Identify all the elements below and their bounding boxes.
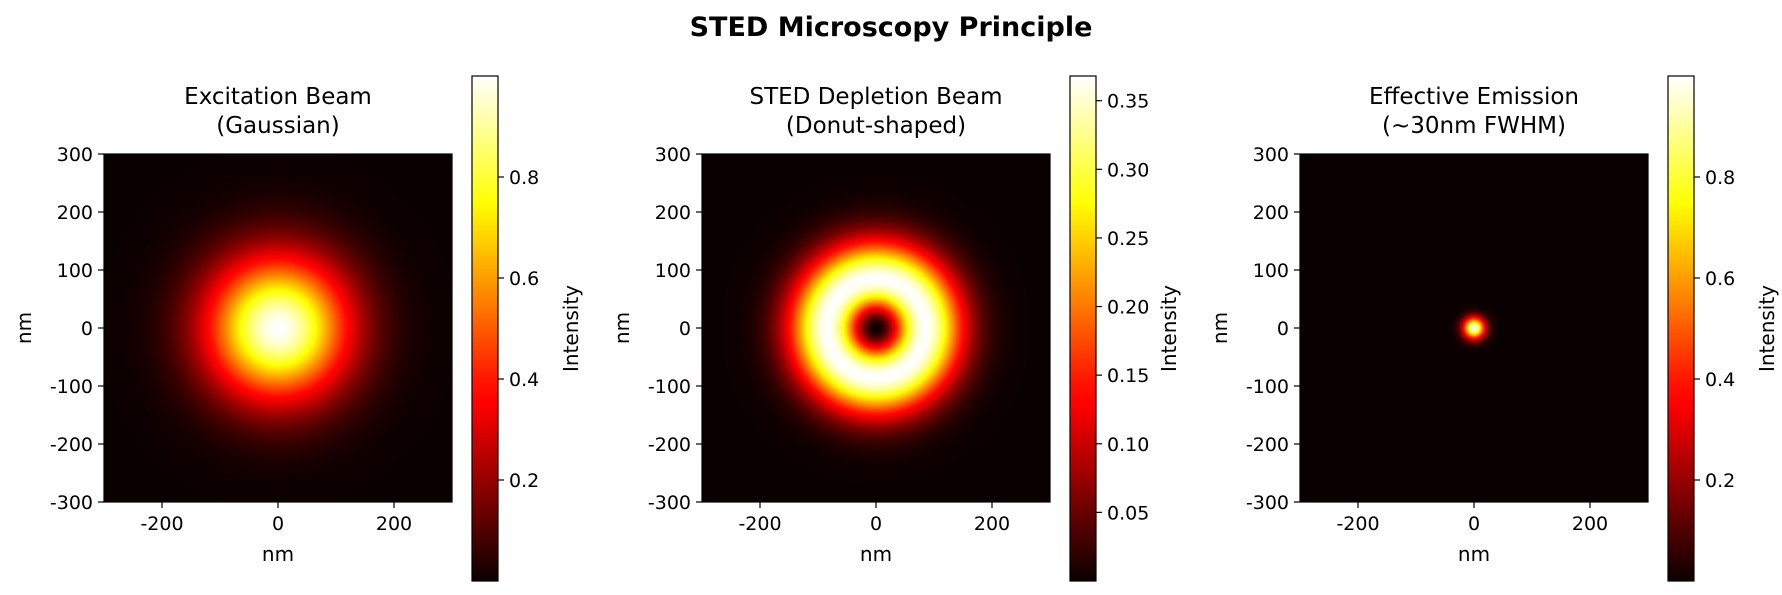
y-tick-label: -200: [50, 434, 93, 456]
x-tick-label: 0: [870, 513, 882, 535]
x-tick-label: -200: [738, 513, 781, 535]
colorbar-tick-label: 0.2: [1705, 470, 1735, 492]
y-tick-label: -200: [1246, 434, 1289, 456]
x-tick-label: -200: [140, 513, 183, 535]
y-tick-label: -300: [50, 492, 93, 514]
x-tick-label: 200: [1572, 513, 1608, 535]
x-axis-label: nm: [1458, 542, 1490, 566]
colorbar-tick-label: 0.8: [509, 167, 539, 189]
y-tick-label: -100: [648, 376, 691, 398]
y-tick-label: -100: [50, 376, 93, 398]
colorbar-tick-label: 0.4: [1705, 369, 1735, 391]
x-axis-label: nm: [262, 542, 294, 566]
colorbar-label: Intensity: [1755, 285, 1779, 372]
y-tick-label: -300: [648, 492, 691, 514]
colorbar-tick-label: 0.10: [1107, 434, 1149, 456]
panel-title: STED Depletion Beam (Donut-shaped): [750, 84, 1003, 139]
panel-title-line: Effective Emission: [1369, 84, 1579, 110]
y-tick-label: -100: [1246, 376, 1289, 398]
panels: Excitation Beam (Gaussian) -200 0 200 300 200 1…: [12, 75, 1779, 582]
x-tick-label: 200: [974, 513, 1010, 535]
y-tick-label: 100: [655, 260, 691, 282]
colorbar-tick-label: 0.2: [509, 470, 539, 492]
panel-title-line: (~30nm FWHM): [1382, 113, 1566, 139]
panel-title: Effective Emission (~30nm FWHM): [1369, 84, 1579, 139]
colorbar-frame: [1069, 75, 1097, 582]
colorbar-tick-label: 0.35: [1107, 91, 1149, 113]
y-tick-label: 300: [655, 144, 691, 166]
colorbar-tick-label: 0.15: [1107, 365, 1149, 387]
y-axis-label: nm: [610, 312, 634, 344]
colorbar-tick-label: 0.25: [1107, 228, 1149, 250]
panel-title-line: (Gaussian): [216, 113, 339, 139]
colorbar: [1668, 76, 1694, 581]
panel-3: Effective Emission (~30nm FWHM) -200 0 200 30…: [1208, 75, 1779, 582]
figure-title: STED Microscopy Principle: [690, 12, 1093, 43]
heatmap-image: [104, 154, 452, 502]
y-tick-label: 0: [679, 318, 691, 340]
x-axis-label: nm: [860, 542, 892, 566]
y-tick-label: -300: [1246, 492, 1289, 514]
colorbar: [1070, 76, 1096, 581]
colorbar-tick-label: 0.05: [1107, 502, 1149, 524]
colorbar-tick-label: 0.4: [509, 369, 539, 391]
panel-title: Excitation Beam (Gaussian): [184, 84, 372, 139]
y-axis-label: nm: [12, 312, 36, 344]
y-tick-label: -200: [648, 434, 691, 456]
colorbar-tick-label: 0.8: [1705, 167, 1735, 189]
y-tick-label: 0: [81, 318, 93, 340]
heatmap-image: [1300, 154, 1648, 502]
x-tick-label: 0: [272, 513, 284, 535]
x-tick-label: 0: [1468, 513, 1480, 535]
colorbar-frame: [1667, 75, 1695, 582]
panel-title-line: STED Depletion Beam: [750, 84, 1003, 110]
colorbar-tick-label: 0.6: [509, 268, 539, 290]
heatmap-image: [702, 154, 1050, 502]
y-tick-label: 0: [1277, 318, 1289, 340]
y-tick-label: 100: [57, 260, 93, 282]
y-tick-label: 200: [655, 202, 691, 224]
y-tick-label: 200: [1253, 202, 1289, 224]
panel-1: Excitation Beam (Gaussian) -200 0 200 300 200 1…: [12, 75, 583, 582]
y-tick-label: 300: [1253, 144, 1289, 166]
x-tick-label: -200: [1336, 513, 1379, 535]
colorbar-tick-label: 0.20: [1107, 297, 1149, 319]
y-axis-label: nm: [1208, 312, 1232, 344]
x-tick-label: 200: [376, 513, 412, 535]
panel-title-line: (Donut-shaped): [786, 113, 966, 139]
y-tick-label: 200: [57, 202, 93, 224]
panel-2: STED Depletion Beam (Donut-shaped) -200 0 20…: [610, 75, 1181, 582]
colorbar-tick-label: 0.30: [1107, 159, 1149, 181]
y-tick-label: 100: [1253, 260, 1289, 282]
y-tick-label: 300: [57, 144, 93, 166]
colorbar-tick-label: 0.6: [1705, 268, 1735, 290]
colorbar-frame: [471, 75, 499, 582]
panel-title-line: Excitation Beam: [184, 84, 372, 110]
colorbar-label: Intensity: [1157, 285, 1181, 372]
colorbar-label: Intensity: [559, 285, 583, 372]
colorbar: [472, 76, 498, 581]
